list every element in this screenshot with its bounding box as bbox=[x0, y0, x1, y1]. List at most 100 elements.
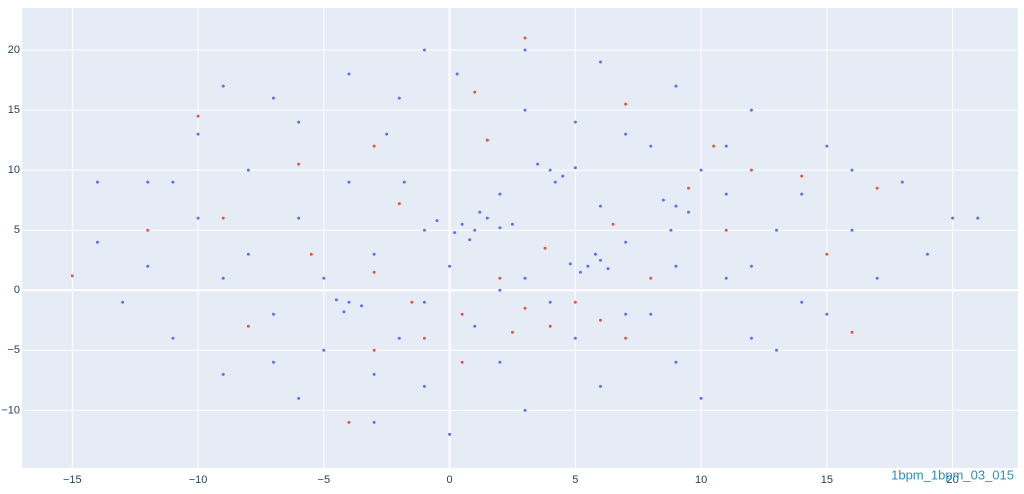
point bbox=[397, 96, 401, 100]
point bbox=[510, 222, 514, 226]
point bbox=[372, 348, 376, 352]
point bbox=[699, 168, 703, 172]
x-tick-label: 0 bbox=[447, 474, 453, 486]
point bbox=[460, 360, 464, 364]
point bbox=[649, 144, 653, 148]
point bbox=[951, 216, 955, 220]
point bbox=[724, 228, 728, 232]
x-tick-label: −5 bbox=[318, 474, 331, 486]
point bbox=[523, 36, 527, 40]
labels: −15 −10 −5 0 5 10 15 20 −10 −5 0 5 10 15 20 bbox=[1, 44, 958, 486]
point bbox=[724, 276, 728, 280]
point bbox=[196, 216, 200, 220]
point bbox=[221, 372, 225, 376]
x-tick-label: 20 bbox=[946, 474, 958, 486]
y-tick-label: 10 bbox=[8, 164, 20, 176]
point bbox=[649, 276, 653, 280]
point bbox=[900, 180, 904, 184]
point bbox=[510, 330, 514, 334]
point bbox=[800, 300, 804, 304]
point bbox=[171, 336, 175, 340]
point bbox=[976, 216, 980, 220]
point bbox=[246, 324, 250, 328]
point bbox=[322, 348, 326, 352]
point bbox=[598, 384, 602, 388]
point bbox=[523, 306, 527, 310]
point bbox=[749, 108, 753, 112]
point bbox=[221, 84, 225, 88]
point bbox=[468, 238, 472, 242]
point bbox=[422, 228, 426, 232]
point bbox=[410, 300, 414, 304]
point bbox=[360, 304, 364, 308]
point bbox=[749, 336, 753, 340]
point bbox=[297, 162, 301, 166]
point bbox=[347, 420, 351, 424]
point bbox=[309, 252, 313, 256]
point bbox=[196, 114, 200, 118]
point bbox=[372, 420, 376, 424]
x-tick-label: 10 bbox=[695, 474, 707, 486]
plot-background bbox=[22, 8, 1018, 468]
point bbox=[687, 210, 691, 214]
point bbox=[146, 180, 150, 184]
point bbox=[221, 276, 225, 280]
point bbox=[598, 258, 602, 262]
point bbox=[598, 204, 602, 208]
point bbox=[272, 360, 276, 364]
point bbox=[553, 180, 557, 184]
point bbox=[674, 360, 678, 364]
point bbox=[422, 336, 426, 340]
point bbox=[372, 252, 376, 256]
point bbox=[749, 264, 753, 268]
point bbox=[543, 246, 547, 250]
point bbox=[473, 228, 477, 232]
point bbox=[422, 384, 426, 388]
point bbox=[498, 288, 502, 292]
point bbox=[611, 222, 615, 226]
point bbox=[402, 180, 406, 184]
point bbox=[70, 274, 74, 278]
point bbox=[606, 267, 610, 271]
point bbox=[724, 192, 728, 196]
point bbox=[825, 252, 829, 256]
point bbox=[674, 204, 678, 208]
point bbox=[121, 300, 125, 304]
x-tick-label: 15 bbox=[821, 474, 833, 486]
point bbox=[573, 300, 577, 304]
y-tick-label: −5 bbox=[7, 344, 20, 356]
point bbox=[221, 216, 225, 220]
point bbox=[561, 174, 565, 178]
point bbox=[523, 408, 527, 412]
point bbox=[674, 264, 678, 268]
point bbox=[460, 222, 464, 226]
point bbox=[674, 84, 678, 88]
point bbox=[775, 348, 779, 352]
x-tick-label: −10 bbox=[189, 474, 208, 486]
point bbox=[775, 228, 779, 232]
point bbox=[498, 360, 502, 364]
point bbox=[624, 102, 628, 106]
point bbox=[875, 186, 879, 190]
y-tick-label: 20 bbox=[8, 44, 20, 56]
point bbox=[196, 132, 200, 136]
point bbox=[624, 336, 628, 340]
point bbox=[473, 90, 477, 94]
annotation: 1bpm_1bpm_03_015 bbox=[891, 467, 1014, 482]
point bbox=[523, 48, 527, 52]
point bbox=[536, 162, 540, 166]
point bbox=[593, 252, 597, 256]
point bbox=[455, 72, 459, 76]
point bbox=[925, 252, 929, 256]
point bbox=[724, 144, 728, 148]
point bbox=[297, 216, 301, 220]
point bbox=[347, 180, 351, 184]
point bbox=[800, 192, 804, 196]
point bbox=[478, 210, 482, 214]
point bbox=[422, 300, 426, 304]
point bbox=[95, 240, 99, 244]
x-tick-label: 5 bbox=[572, 474, 578, 486]
point bbox=[498, 192, 502, 196]
point bbox=[342, 310, 346, 314]
